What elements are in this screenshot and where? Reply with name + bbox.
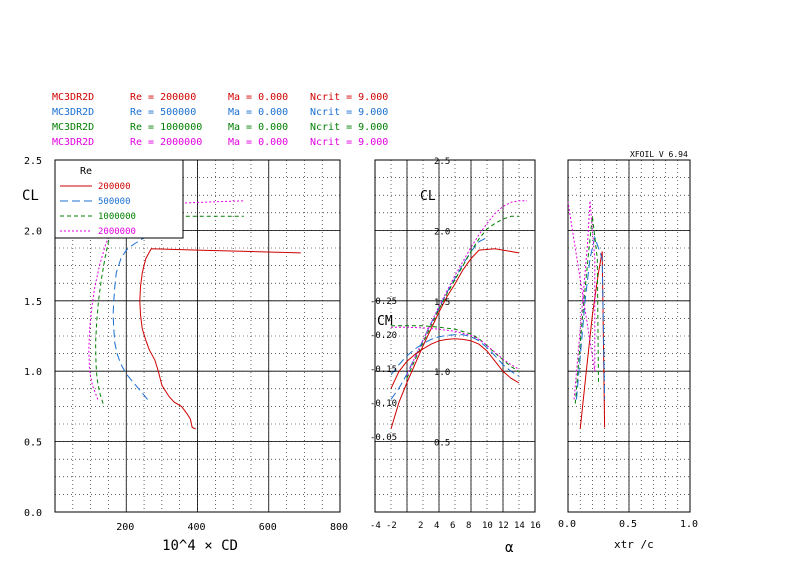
alpha-xtick-label: -4 xyxy=(370,521,381,531)
header-row-3: MC3DR2D Re = 2000000 Ma = 0.000 Ncrit = … xyxy=(52,137,388,148)
cd-panel-series-200000 xyxy=(139,248,301,430)
xtr-xtick-label: 0.5 xyxy=(619,519,637,530)
xtr-panel-frame xyxy=(567,159,691,513)
header-row-1: MC3DR2D Re = 500000 Ma = 0.000 Ncrit = 9… xyxy=(52,107,388,118)
xfoil-version-label: XFOIL V 6.94 xyxy=(630,150,688,159)
header-re-0: Re = 200000 xyxy=(130,92,196,103)
legend-entry-2: 1000000 xyxy=(98,212,136,222)
header-ma-0: Ma = 0.000 xyxy=(228,92,288,103)
xtr-xtick-label: 1.0 xyxy=(680,519,698,530)
cl-axis-label: CL xyxy=(22,188,39,204)
xtr-xtick-label: 0.0 xyxy=(558,519,576,530)
alpha-xtick-label: 2 xyxy=(418,521,423,531)
cd-xtick-label: 800 xyxy=(330,522,348,533)
header-ma-3: Ma = 0.000 xyxy=(228,137,288,148)
cd-panel-series-1000000 xyxy=(95,215,244,404)
cm-alpha-series-200000 xyxy=(390,338,520,389)
cm-ytick-label: -0.05 xyxy=(370,433,397,443)
header-airfoil-0: MC3DR2D xyxy=(52,92,94,103)
legend-entry-3: 2000000 xyxy=(98,227,136,237)
cd-panel-series-500000 xyxy=(112,235,150,400)
header-ma-2: Ma = 0.000 xyxy=(228,122,288,133)
cl-alpha-series-200000 xyxy=(390,248,520,430)
legend-entry-0: 200000 xyxy=(98,182,131,192)
cl-ytick-label: 2.5 xyxy=(24,156,42,167)
cl-ytick-label: 2.0 xyxy=(24,226,42,237)
header-re-1: Re = 500000 xyxy=(130,107,196,118)
cm-ytick-label: -0.15 xyxy=(370,365,397,375)
xtr-axis-label: xtr /c xyxy=(614,538,654,551)
alpha-xtick-label: 12 xyxy=(498,521,509,531)
alpha-panel-grid xyxy=(375,160,535,512)
alpha-xtick-label: 16 xyxy=(530,521,541,531)
header-airfoil-2: MC3DR2D xyxy=(52,122,94,133)
cl-alpha-axis-label: CL xyxy=(420,189,436,204)
alpha-xtick-label: 10 xyxy=(482,521,493,531)
alpha-axis-label: α xyxy=(505,540,514,556)
legend-title: Re xyxy=(80,166,92,177)
cl-alpha-ytick-label: 1.5 xyxy=(434,298,450,308)
cm-alpha-series-2000000 xyxy=(391,326,520,370)
xtr-panel-series-2000000 xyxy=(567,200,596,400)
legend: Re 200000 500000 1000000 2000000 xyxy=(54,159,184,239)
alpha-xtick-label: 6 xyxy=(450,521,455,531)
cl-ytick-label: 0.0 xyxy=(24,508,42,519)
cl-alpha-series-2000000 xyxy=(406,200,527,376)
cl-alpha-ytick-label: 1.0 xyxy=(434,368,450,378)
header-airfoil-3: MC3DR2D xyxy=(52,137,94,148)
cd-xtick-label: 600 xyxy=(259,522,277,533)
xtr-panel-series-500000 xyxy=(576,235,606,400)
cl-ytick-label: 0.5 xyxy=(24,438,42,449)
alpha-xtick-label: 14 xyxy=(514,521,525,531)
cd-panel-series-2000000 xyxy=(88,200,244,400)
cm-ytick-label: -0.20 xyxy=(370,331,397,341)
cl-alpha-ytick-label: 0.5 xyxy=(434,439,450,449)
cl-ytick-label: 1.0 xyxy=(24,367,42,378)
header-row-2: MC3DR2D Re = 1000000 Ma = 0.000 Ncrit = … xyxy=(52,122,388,133)
cd-axis-label: 10^4 × CD xyxy=(162,538,238,554)
cm-alpha-series-1000000 xyxy=(391,325,520,372)
header-row-0: MC3DR2D Re = 200000 Ma = 0.000 Ncrit = 9… xyxy=(52,92,388,103)
header-ma-1: Ma = 0.000 xyxy=(228,107,288,118)
cm-alpha-series-500000 xyxy=(390,334,520,377)
header-re-3: Re = 2000000 xyxy=(130,137,202,148)
legend-box xyxy=(54,159,184,239)
header-ncrit-3: Ncrit = 9.000 xyxy=(310,137,388,148)
header-ncrit-2: Ncrit = 9.000 xyxy=(310,122,388,133)
cd-panel-frame xyxy=(54,159,341,513)
cl-ytick-label: 1.5 xyxy=(24,297,42,308)
legend-entry-1: 500000 xyxy=(98,197,131,207)
alpha-xtick-label: 8 xyxy=(466,521,471,531)
header-ncrit-0: Ncrit = 9.000 xyxy=(310,92,388,103)
alpha-xtick-label: -2 xyxy=(386,521,397,531)
cl-alpha-ytick-label: 2.5 xyxy=(434,157,450,167)
header-re-2: Re = 1000000 xyxy=(130,122,202,133)
alpha-panel-frame xyxy=(374,159,536,513)
header-ncrit-1: Ncrit = 9.000 xyxy=(310,107,388,118)
cl-alpha-series-1000000 xyxy=(406,215,519,379)
cd-xtick-label: 400 xyxy=(188,522,206,533)
cd-xtick-label: 200 xyxy=(116,522,134,533)
header-airfoil-1: MC3DR2D xyxy=(52,107,94,118)
cm-axis-label: CM xyxy=(377,314,393,329)
cl-alpha-ytick-label: 2.0 xyxy=(434,227,450,237)
header-block: MC3DR2D Re = 200000 Ma = 0.000 Ncrit = 9… xyxy=(52,92,688,159)
cm-ytick-label: -0.10 xyxy=(370,399,397,409)
cm-ytick-label: -0.25 xyxy=(370,297,397,307)
alpha-xtick-label: 4 xyxy=(434,521,439,531)
